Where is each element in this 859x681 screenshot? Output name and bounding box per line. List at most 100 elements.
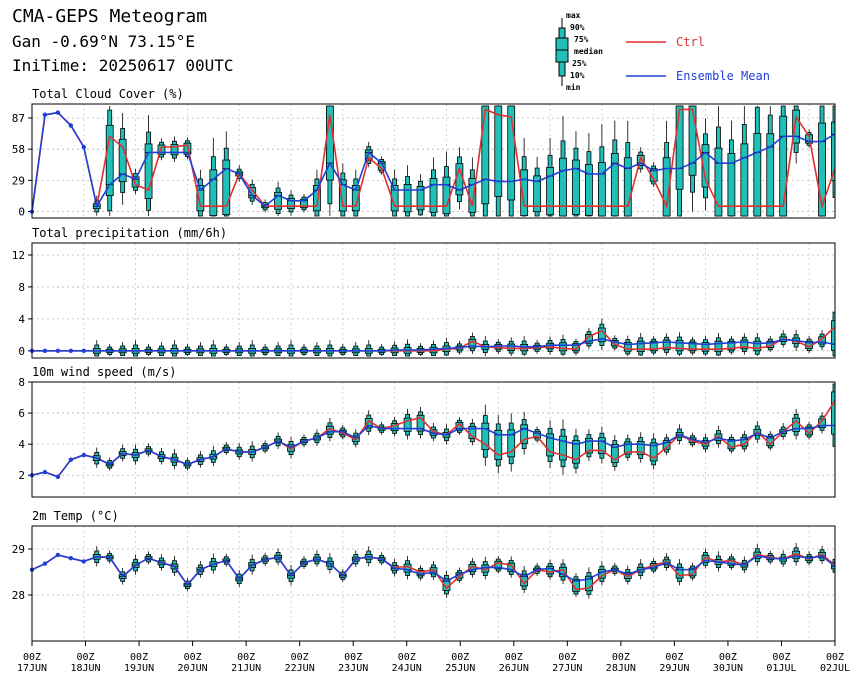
box-25-75 [610,444,619,463]
box-25-75 [131,176,140,188]
box-25-75 [520,169,529,216]
box-25-75 [831,391,835,435]
box-25-75 [636,441,645,456]
box-25-75 [688,341,697,352]
panel-title: 10m wind speed (m/s) [32,365,177,379]
mean-point [81,144,87,150]
x-tick-label-date: 27JUN [552,663,582,674]
box-25-75 [559,157,567,217]
legend-box-label: 25% [572,59,587,68]
legend: max 90% 75% median 25% 10% min Ctrl Ensemble Mea… [555,11,770,92]
x-tick-label-date: 29JUN [659,663,689,674]
x-tick-label-time: 00Z [612,652,630,663]
x-tick-label-date: 02JUL [820,663,850,674]
panel-3: 10m wind speed (m/s) 2 4 6 8 [18,365,836,498]
page-title: CMA-GEPS Meteogram [12,6,208,27]
mean-point [42,469,48,475]
box-25-75 [701,144,710,188]
x-tick-label-date: 19JUN [124,663,154,674]
box-25-75 [105,124,114,196]
box-25-75 [546,166,554,216]
mean-point [81,452,87,458]
box-25-75 [714,147,723,217]
x-tick-label-date: 18JUN [70,663,100,674]
box-25-75 [351,184,360,212]
legend-box-label: 10% [570,71,585,80]
panel-frame [31,525,836,642]
legend-box-label: max [566,11,581,20]
x-tick-label-time: 00Z [77,652,95,663]
legend-box-label: 90% [570,23,585,32]
box-25-75 [675,340,684,352]
mean-point [68,348,74,354]
x-tick-label-date: 21JUN [231,663,261,674]
box-25-75 [714,340,723,353]
y-tick-label: 29 [12,543,25,556]
legend-ctrl-label: Ctrl [676,35,705,49]
ensemble-mean-line [32,337,835,352]
mean-point [81,559,87,564]
box-25-75 [533,175,542,213]
box-25-75 [507,562,516,573]
panel-2: Total precipitation (mm/6h) 0 4 8 12 [12,226,836,359]
panel-1: Total Cloud Cover (%) 0 29 58 87 [12,87,836,219]
box-25-75 [792,109,801,144]
y-tick-label: 2 [18,469,25,482]
x-tick-label-time: 00Z [719,652,737,663]
y-tick-label: 4 [18,313,25,326]
box-25-75 [416,414,425,432]
y-tick-label: 28 [12,589,25,602]
box-25-75 [520,424,529,444]
mean-point [55,474,61,479]
box-25-75 [585,164,593,216]
box-25-75 [248,187,257,199]
x-tick-label-time: 00Z [826,652,844,663]
x-tick-label-date: 20JUN [178,663,208,674]
init-time-label: IniTime: 20250617 00UTC [12,56,234,75]
mean-point [81,348,87,354]
box-25-75 [818,122,826,217]
mean-point [42,348,48,354]
box-25-75 [442,176,451,215]
x-tick-label-time: 00Z [505,652,523,663]
box-25-75 [507,429,516,458]
box-25-75 [416,186,425,211]
box-25-75 [740,143,749,217]
box-25-75 [144,143,153,199]
box-25-75 [313,184,321,212]
box-25-75 [831,121,835,181]
panel-title: Total precipitation (mm/6h) [32,226,227,240]
box-25-75 [494,429,503,460]
legend-box-label: 75% [574,35,589,44]
x-tick-label-date: 28JUN [606,663,636,674]
box-25-75 [727,153,736,217]
x-tick-label-date: 23JUN [338,663,368,674]
ensemble-mean-line [32,554,835,587]
x-tick-label-date: 24JUN [392,663,422,674]
x-tick-label-time: 00Z [558,652,576,663]
box-25-75 [338,179,347,212]
y-tick-label: 12 [12,249,25,262]
y-tick-label: 4 [18,438,25,451]
box-25-75 [597,437,606,455]
box-25-75 [403,417,412,432]
box-25-75 [481,422,490,451]
box-25-75 [222,159,231,216]
box-25-75 [688,105,697,176]
x-tick-label-time: 00Z [772,652,790,663]
x-tick-label-date: 25JUN [445,663,475,674]
panel-title: Total Cloud Cover (%) [32,87,184,101]
x-tick-label-time: 00Z [184,652,202,663]
box-25-75 [585,575,593,592]
legend-box-label: median [574,46,603,56]
box-25-75 [572,440,580,464]
box-25-75 [623,441,632,455]
box-group [92,105,835,217]
y-tick-label: 87 [12,112,25,125]
panel-4: 2m Temp (°C) 28 29 [12,509,836,642]
x-tick-label-time: 00Z [130,652,148,663]
box-25-75 [597,162,606,217]
x-tick-label-date: 26JUN [499,663,529,674]
box-25-75 [740,339,749,350]
y-tick-label: 8 [18,376,25,389]
